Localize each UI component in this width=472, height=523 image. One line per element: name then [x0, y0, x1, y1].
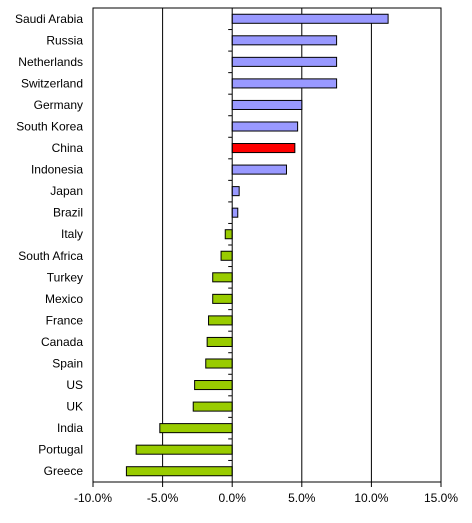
category-label-switzerland: Switzerland	[21, 76, 83, 90]
bar-greece	[125, 466, 233, 477]
category-label-uk: UK	[66, 400, 83, 414]
category-label-indonesia: Indonesia	[31, 163, 83, 177]
category-label-italy: Italy	[61, 227, 83, 241]
plot-frame	[92, 7, 442, 483]
bar-south-africa	[220, 250, 233, 261]
bar-saudi-arabia	[231, 13, 389, 24]
x-tick-label-2: 0.0%	[219, 491, 247, 505]
bar-germany	[231, 99, 303, 110]
category-label-canada: Canada	[41, 335, 83, 349]
category-label-germany: Germany	[34, 98, 83, 112]
category-label-south-africa: South Africa	[18, 249, 83, 263]
bars	[125, 13, 389, 477]
category-label-brazil: Brazil	[53, 206, 83, 220]
category-label-south-korea: South Korea	[16, 120, 83, 134]
x-tick-label-3: 5.0%	[288, 491, 316, 505]
category-label-greece: Greece	[44, 464, 84, 478]
category-label-india: India	[57, 421, 83, 435]
category-label-turkey: Turkey	[47, 270, 83, 284]
bar-russia	[231, 35, 338, 46]
x-tick-label-0: -10.0%	[74, 491, 112, 505]
category-label-japan: Japan	[50, 184, 83, 198]
bar-portugal	[135, 444, 233, 455]
tick-labels: -10.0% -5.0% 0.0% 5.0% 10.0% 15.0%	[74, 491, 458, 505]
category-label-saudi-arabia: Saudi Arabia	[15, 12, 83, 26]
bar-indonesia	[231, 164, 287, 175]
bar-uk	[192, 401, 233, 412]
bar-spain	[205, 358, 233, 369]
bar-switzerland	[231, 78, 338, 89]
category-label-russia: Russia	[46, 33, 83, 47]
bar-south-korea	[231, 121, 299, 132]
category-label-china: China	[52, 141, 84, 155]
bar-brazil	[231, 207, 239, 218]
category-label-us: US	[66, 378, 83, 392]
category-label-netherlands: Netherlands	[18, 55, 83, 69]
bar-italy	[224, 229, 233, 240]
category-label-france: France	[46, 313, 84, 327]
bar-netherlands	[231, 56, 338, 67]
bar-canada	[206, 336, 233, 347]
category-labels: Saudi Arabia Russia Netherlands Switzerland…	[15, 12, 83, 478]
category-label-mexico: Mexico	[45, 292, 83, 306]
x-tick-label-4: 10.0%	[354, 491, 388, 505]
bar-mexico	[212, 293, 233, 304]
bar-china	[231, 143, 296, 154]
x-tick-label-1: -5.0%	[147, 491, 179, 505]
bar-turkey	[212, 272, 233, 283]
axes	[92, 7, 442, 487]
x-tick-label-5: 15.0%	[424, 491, 458, 505]
category-label-spain: Spain	[52, 357, 83, 371]
bar-japan	[231, 186, 240, 197]
bar-france	[208, 315, 233, 326]
category-label-portugal: Portugal	[38, 443, 83, 457]
bar-india	[159, 423, 233, 434]
bar-us	[194, 380, 233, 391]
